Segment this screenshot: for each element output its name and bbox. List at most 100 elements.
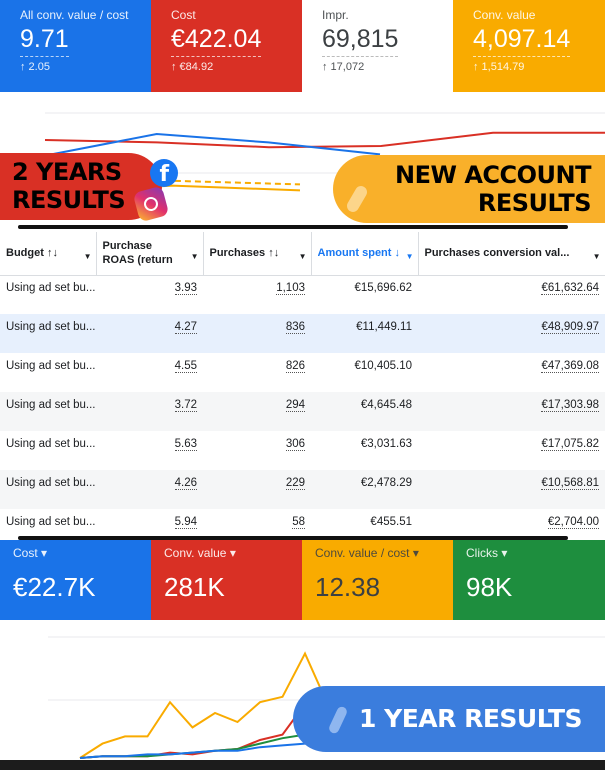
table-cell: Using ad set bu... [6, 320, 96, 333]
kpi-change: ↑ 2.05 [20, 61, 50, 73]
kpi-card[interactable]: Cost ▾ €22.7K [0, 540, 151, 620]
table-row[interactable]: Using ad set bu... 4.26 229 €2,478.29 €10,56… [0, 470, 605, 509]
kpi-card[interactable]: Cost €422.04 ↑ €84.92 [151, 0, 302, 92]
table-cell: €3,031.63 [360, 437, 412, 450]
new-account-badge-text: NEW ACCOUNT RESULTS [395, 161, 591, 217]
kpi-label: Clicks ▾ [466, 546, 508, 560]
kpi-label: Conv. value / cost ▾ [315, 546, 419, 560]
table-cell: 229 [285, 476, 305, 490]
table-row[interactable]: Using ad set bu... 4.27 836 €11,449.11 €48,9… [0, 314, 605, 353]
table-cell: Using ad set bu... [6, 515, 96, 528]
table-cell: €17,303.98 [541, 398, 599, 412]
kpi-change: ↑ 1,514.79 [473, 61, 525, 73]
table-cell: 4.27 [174, 320, 197, 334]
table-cell: 1,103 [276, 281, 305, 295]
table-cell: 306 [285, 437, 305, 451]
table-cell: 3.72 [174, 398, 197, 412]
dropdown-icon[interactable]: ▼ [405, 252, 414, 261]
chart-series-line [44, 132, 381, 157]
kpi-card[interactable]: Conv. value / cost ▾ 12.38 [302, 540, 453, 620]
chart-series-line [79, 651, 351, 759]
two-years-badge: 2 YEARS RESULTS f [0, 153, 178, 223]
table-row[interactable]: Using ad set bu... 3.72 294 €4,645.48 €17,30… [0, 392, 605, 431]
kpi-card[interactable]: Clicks ▾ 98K [453, 540, 605, 620]
column-header-label: Purchases ↑↓ [209, 247, 280, 260]
divider [18, 536, 568, 540]
table-cell: 5.94 [174, 515, 197, 529]
kpi-card[interactable]: Conv. value ▾ 281K [151, 540, 302, 620]
two-years-badge-text: 2 YEARS RESULTS [12, 158, 126, 214]
table-cell: 3.93 [174, 281, 197, 295]
kpi-label: Impr. [322, 8, 349, 22]
dropdown-icon[interactable]: ▼ [592, 252, 601, 261]
kpi-change: ↑ 17,072 [322, 61, 365, 73]
kpi-change: ↑ €84.92 [171, 61, 214, 73]
one-year-badge: 1 YEAR RESULTS [293, 686, 605, 752]
kpi-value: 4,097.14 [473, 25, 571, 57]
table-cell: €15,696.62 [354, 281, 412, 294]
kpi-value: 281K [164, 572, 225, 602]
new-account-badge: NEW ACCOUNT RESULTS [333, 155, 605, 223]
table-cell: Using ad set bu... [6, 437, 96, 450]
column-header[interactable]: Budget ↑↓ ▼ [0, 232, 97, 276]
kpi-label: All conv. value / cost [20, 8, 129, 22]
table-cell: €4,645.48 [360, 398, 412, 411]
column-header-label: Purchase ROAS (return on ad... [102, 240, 173, 267]
kpi-card[interactable]: Impr. 69,815 ↑ 17,072 [302, 0, 453, 92]
table-cell: 4.26 [174, 476, 197, 490]
one-year-badge-text: 1 YEAR RESULTS [359, 704, 583, 733]
table-cell: 4.55 [174, 359, 197, 373]
table-row[interactable]: Using ad set bu... 4.55 826 €10,405.10 €47,3… [0, 353, 605, 392]
table-cell: Using ad set bu... [6, 398, 96, 411]
kpi-value: 12.38 [315, 572, 381, 602]
column-header-label: Purchases conversion val... [424, 247, 570, 260]
table-cell: Using ad set bu... [6, 476, 96, 489]
dropdown-icon[interactable]: ▼ [298, 252, 307, 261]
google-ads-icon [327, 705, 349, 735]
table-cell: €2,478.29 [360, 476, 412, 489]
kpi-card[interactable]: Conv. value 4,097.14 ↑ 1,514.79 [453, 0, 605, 92]
table-cell: €2,704.00 [547, 515, 599, 529]
table-cell: €17,075.82 [541, 437, 599, 451]
table-cell: Using ad set bu... [6, 359, 96, 372]
column-header[interactable]: Purchases ↑↓ ▼ [203, 232, 312, 276]
bottom-bar [0, 760, 605, 770]
table-cell: 5.63 [174, 437, 197, 451]
dropdown-icon[interactable]: ▼ [83, 252, 92, 261]
table-cell: €10,405.10 [354, 359, 412, 372]
column-header-label: Amount spent ↓ [317, 247, 401, 260]
table-cell: €455.51 [370, 515, 412, 528]
divider [18, 225, 568, 229]
kpi-value: 9.71 [20, 25, 69, 57]
table-cell: €47,369.08 [541, 359, 599, 373]
table-cell: 294 [285, 398, 305, 412]
column-header[interactable]: Purchase ROAS (return on ad... ▼ [96, 232, 204, 276]
kpi-label: Conv. value [473, 8, 536, 22]
table-cell: €11,449.11 [356, 320, 412, 333]
kpi-label: Cost [171, 8, 196, 22]
table-cell: 836 [285, 320, 305, 334]
ads-table: Budget ↑↓▼Purchase ROAS (return on ad...… [0, 232, 605, 548]
table-cell: €61,632.64 [541, 281, 599, 295]
table-row[interactable]: Using ad set bu... 5.63 306 €3,031.63 €17,07… [0, 431, 605, 470]
chart-series-line [44, 131, 605, 149]
column-header[interactable]: Amount spent ↓ ▼ [311, 232, 419, 276]
kpi-value: €422.04 [171, 25, 262, 57]
table-cell: 826 [285, 359, 305, 373]
table-cell: 58 [292, 515, 305, 529]
facebook-icon: f [150, 159, 178, 187]
table-row[interactable]: Using ad set bu... 3.93 1,103 €15,696.62 €61… [0, 275, 605, 314]
table-cell: €48,909.97 [541, 320, 599, 334]
google-ads-icon [344, 183, 370, 215]
kpi-card[interactable]: All conv. value / cost 9.71 ↑ 2.05 [0, 0, 151, 92]
table-cell: €10,568.81 [541, 476, 599, 490]
table-cell: Using ad set bu... [6, 281, 96, 294]
kpi-value: 98K [466, 572, 513, 602]
column-header[interactable]: Purchases conversion val... ▼ [418, 232, 605, 276]
kpi-label: Cost ▾ [13, 546, 48, 560]
dropdown-icon[interactable]: ▼ [190, 252, 199, 261]
kpi-value: €22.7K [13, 572, 96, 602]
kpi-value: 69,815 [322, 25, 399, 57]
column-header-label: Budget ↑↓ [6, 247, 58, 260]
kpi-label: Conv. value ▾ [164, 546, 236, 560]
